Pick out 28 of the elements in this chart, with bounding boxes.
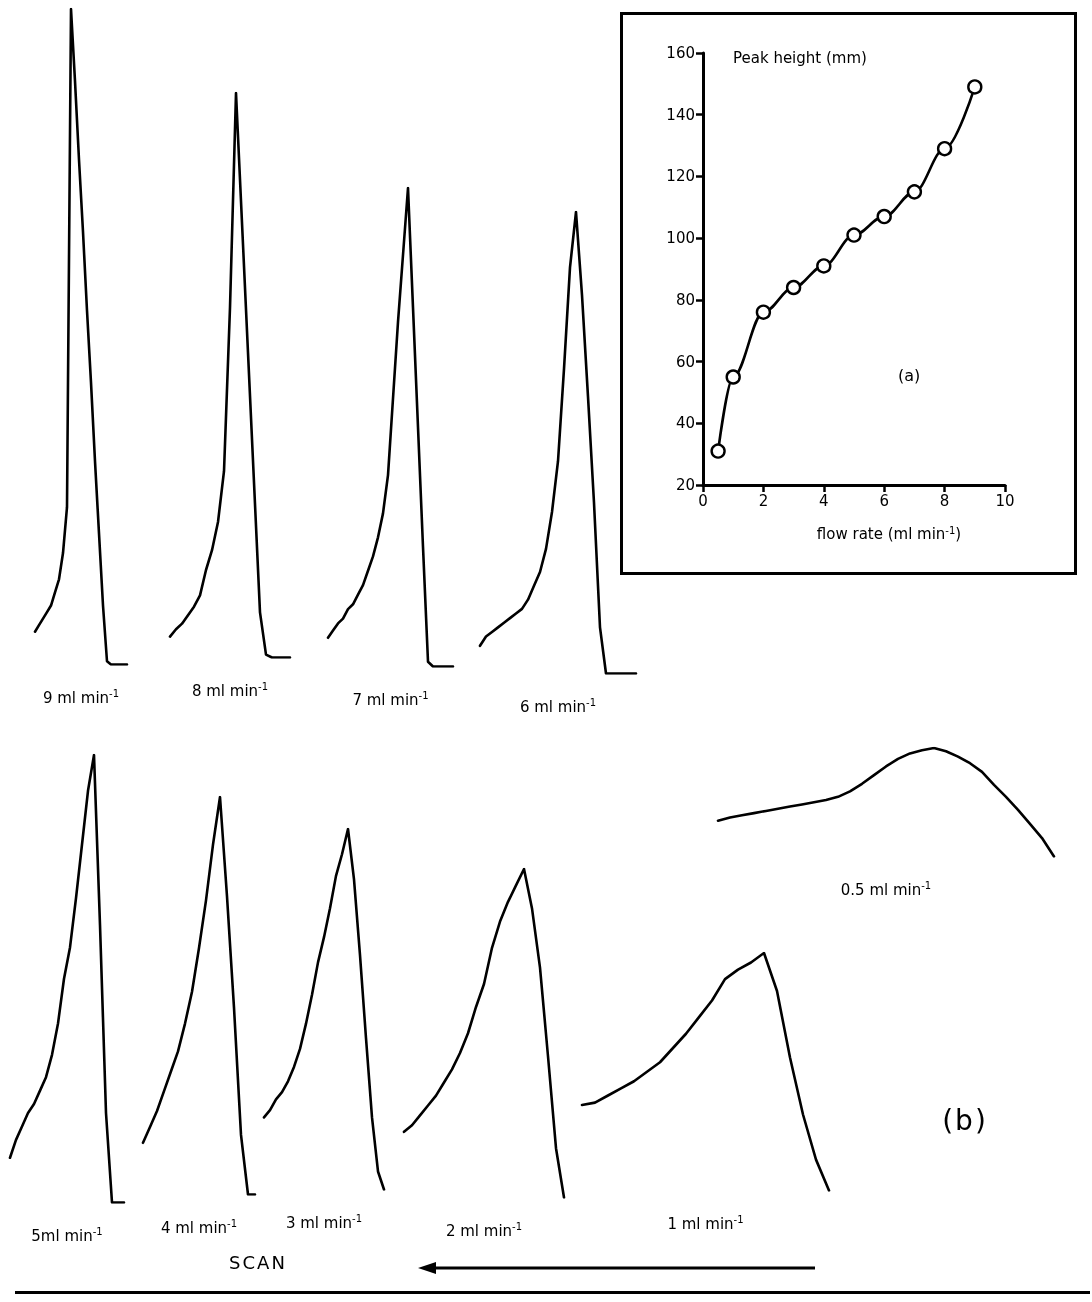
- point: [816, 258, 832, 274]
- text: (b): [941, 1104, 989, 1138]
- y-tick-label: 100: [666, 229, 695, 248]
- x-tick-label: 8: [939, 491, 950, 510]
- y-axis-title: Peak height (mm): [733, 48, 867, 67]
- x-tick-label: 10: [995, 491, 1015, 510]
- point: [725, 369, 741, 385]
- y-tick-label: 40: [675, 414, 695, 433]
- point: [755, 304, 772, 320]
- point: [876, 208, 892, 225]
- point: [936, 140, 953, 157]
- y-tick-label: 80: [675, 290, 695, 309]
- text: SCAN: [228, 1252, 288, 1274]
- y-tick-label: 140: [666, 105, 695, 124]
- y-tick-label: 160: [666, 44, 695, 62]
- x-tick-label: 0: [698, 491, 708, 510]
- x-tick-label: 6: [879, 491, 889, 510]
- x-tick-label: 2: [758, 491, 769, 510]
- point: [967, 79, 983, 95]
- annotation: (a): [898, 365, 921, 385]
- point: [785, 279, 802, 296]
- y-tick-label: 120: [666, 167, 695, 186]
- x-tick-label: 4: [819, 491, 829, 510]
- point: [906, 184, 923, 200]
- y-tick-label: 20: [675, 476, 695, 494]
- point: [710, 443, 726, 459]
- point: [846, 227, 862, 243]
- y-tick-label: 60: [675, 352, 695, 371]
